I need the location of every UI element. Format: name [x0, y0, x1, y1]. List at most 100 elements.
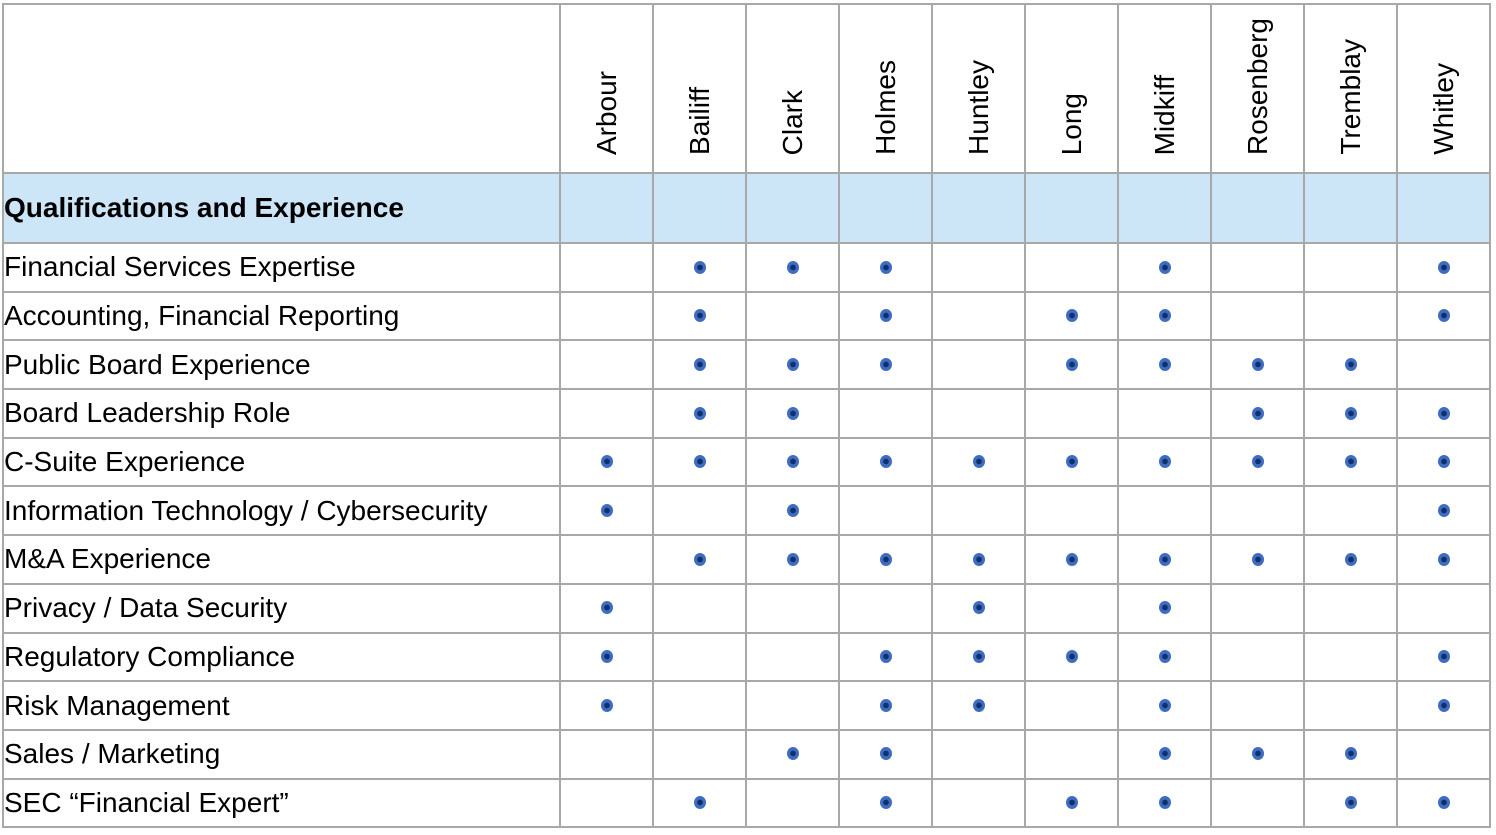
qualification-cell [1210, 777, 1305, 829]
qualification-cell [1117, 680, 1212, 731]
column-header-holmes: Holmes [838, 3, 933, 174]
column-header-bailiff: Bailiff [652, 3, 747, 174]
qualification-cell [652, 631, 747, 683]
qualification-cell [745, 436, 840, 488]
qualification-cell [652, 290, 747, 342]
qualification-dot-icon [1437, 260, 1450, 274]
qualification-cell [838, 339, 933, 391]
qualification-cell [1303, 436, 1398, 488]
corner-cell [2, 3, 561, 174]
row-label: M&A Experience [2, 534, 561, 585]
qualification-cell [745, 728, 840, 780]
qualification-dot-icon [1065, 650, 1078, 664]
qualification-cell [931, 534, 1026, 585]
section-header-cell [745, 172, 840, 244]
qualification-dot-icon [1158, 552, 1171, 566]
column-header-row: Arbour Bailiff Clark Holmes Huntley Long Midki… [2, 3, 1491, 174]
qualification-dot-icon [879, 357, 892, 371]
qualification-cell [745, 242, 840, 293]
qualification-cell [559, 290, 654, 342]
qualification-dot-icon [1251, 747, 1264, 761]
qualification-cell [1210, 339, 1305, 391]
qualification-cell [1396, 290, 1491, 342]
column-header-label: Clark [776, 89, 808, 155]
qualification-dot-icon [600, 504, 613, 518]
qualification-cell [559, 242, 654, 293]
qualification-dot-icon [600, 601, 613, 615]
qualification-dot-icon [1437, 552, 1450, 566]
qualification-cell [1396, 339, 1491, 391]
qualification-cell [1117, 534, 1212, 585]
column-header-clark: Clark [745, 3, 840, 174]
qualification-cell [838, 728, 933, 780]
qualification-cell [745, 631, 840, 683]
column-header-whitley: Whitley [1396, 3, 1491, 174]
qualification-cell [931, 631, 1026, 683]
column-header-arbour: Arbour [559, 3, 654, 174]
qualification-cell [931, 485, 1026, 537]
qualification-cell [838, 436, 933, 488]
qualification-dot-icon [693, 552, 706, 566]
qualification-cell [1396, 728, 1491, 780]
qualification-cell [838, 485, 933, 537]
qualification-cell [931, 436, 1026, 488]
qualification-cell [1024, 534, 1119, 585]
qualification-dot-icon [879, 455, 892, 469]
section-header-label: Qualifications and Experience [2, 172, 561, 244]
table-row: C-Suite Experience [2, 436, 1491, 488]
qualification-dot-icon [879, 552, 892, 566]
section-header-cell [652, 172, 747, 244]
qualification-dot-icon [1158, 357, 1171, 371]
column-header-label: Bailiff [683, 87, 715, 155]
qualification-dot-icon [1437, 406, 1450, 420]
qualification-cell [1303, 485, 1398, 537]
qualification-cell [931, 680, 1026, 731]
table-row: M&A Experience [2, 534, 1491, 585]
qualification-dot-icon [1344, 406, 1357, 420]
qualification-cell [652, 436, 747, 488]
qualification-dot-icon [879, 650, 892, 664]
qualification-cell [1024, 339, 1119, 391]
qualification-cell [559, 534, 654, 585]
qualification-cell [1396, 436, 1491, 488]
qualification-cell [1396, 485, 1491, 537]
qualification-dot-icon [1065, 357, 1078, 371]
qualification-cell [559, 680, 654, 731]
section-header-cell [838, 172, 933, 244]
qualification-cell [838, 388, 933, 439]
column-header-label: Tremblay [1334, 39, 1366, 155]
row-label: Public Board Experience [2, 339, 561, 391]
section-header-cell [1210, 172, 1305, 244]
qualification-cell [1024, 582, 1119, 634]
qualification-dot-icon [972, 601, 985, 615]
qualification-dot-icon [1065, 796, 1078, 810]
qualification-cell [745, 777, 840, 829]
qualification-dot-icon [972, 455, 985, 469]
qualification-dot-icon [693, 260, 706, 274]
qualification-cell [931, 242, 1026, 293]
qualification-cell [559, 582, 654, 634]
section-header-cell [1117, 172, 1212, 244]
qualification-cell [652, 485, 747, 537]
qualification-cell [1210, 485, 1305, 537]
qualification-cell [931, 339, 1026, 391]
qualification-dot-icon [1437, 698, 1450, 712]
qualification-dot-icon [786, 260, 799, 274]
qualification-cell [1396, 777, 1491, 829]
column-header-label: Rosenberg [1241, 18, 1273, 155]
table-row: Sales / Marketing [2, 728, 1491, 780]
qualification-cell [1303, 728, 1398, 780]
qualification-cell [652, 680, 747, 731]
qualification-dot-icon [1065, 552, 1078, 566]
qualification-cell [1210, 582, 1305, 634]
qualification-cell [745, 680, 840, 731]
qualification-cell [1117, 290, 1212, 342]
qualification-cell [559, 631, 654, 683]
qualification-cell [745, 582, 840, 634]
section-header-cell [1024, 172, 1119, 244]
qualification-cell [1210, 388, 1305, 439]
column-header-label: Huntley [962, 60, 994, 155]
qualification-cell [1303, 631, 1398, 683]
qualification-cell [559, 436, 654, 488]
qualification-cell [652, 534, 747, 585]
